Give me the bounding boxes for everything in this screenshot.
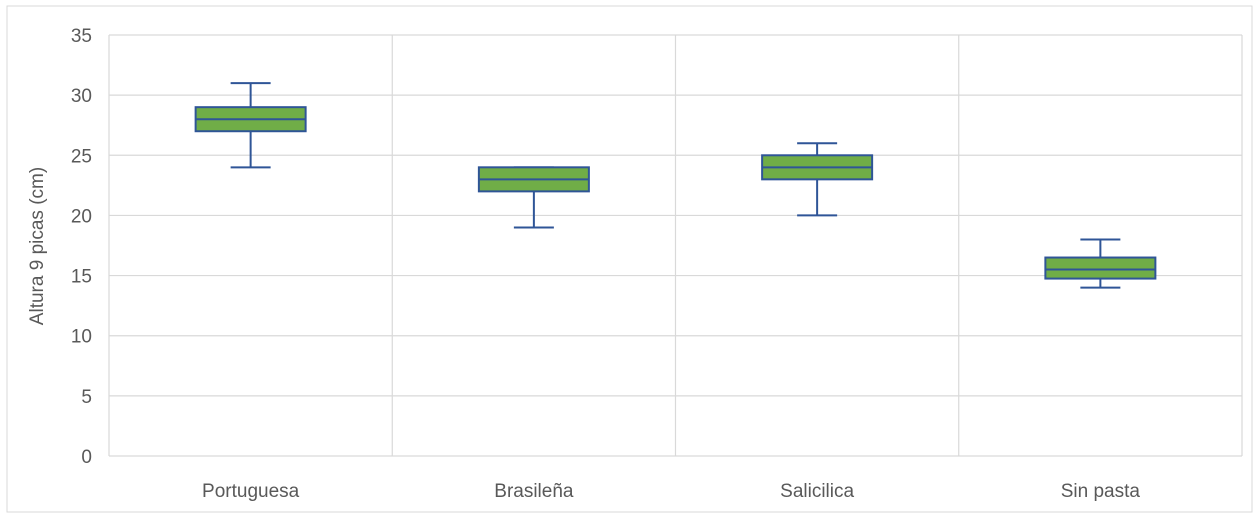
box-sin-pasta [1045,239,1155,287]
y-tick-label: 15 [71,267,92,288]
y-tick-label: 5 [81,387,92,408]
box-portuguesa [196,83,306,167]
labels-layer: 0 5 10 15 20 25 30 35 Portuguesa Brasileña Salicil… [71,26,1141,502]
y-tick-label: 0 [81,447,92,468]
x-tick-label: Brasileña [494,481,574,502]
box-salicilica [762,143,872,215]
iqr-box [1045,258,1155,279]
box-brasileña [479,167,589,227]
x-tick-label: Sin pasta [1061,481,1141,502]
y-tick-label: 20 [71,206,92,227]
y-tick-label: 25 [71,146,92,167]
x-tick-label: Salicilica [780,481,854,502]
x-tick-label: Portuguesa [202,481,300,502]
y-tick-label: 10 [71,327,92,348]
y-axis-title: Altura 9 picas (cm) [27,167,48,325]
y-tick-label: 30 [71,86,92,107]
y-tick-label: 35 [71,26,92,47]
grid-layer [109,35,1242,456]
